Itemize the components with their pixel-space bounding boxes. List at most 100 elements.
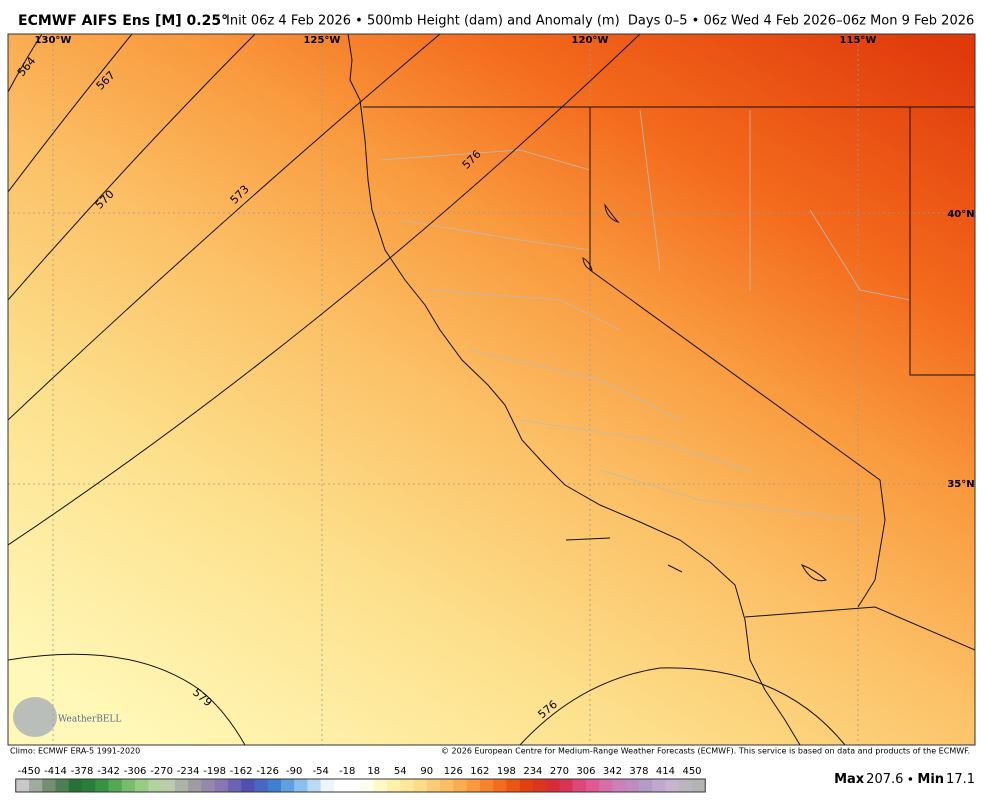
colorbar-label: 126 <box>444 766 463 777</box>
colorbar-swatch <box>294 779 308 792</box>
lat-label: 40°N <box>947 209 974 220</box>
colorbar-label: 18 <box>367 766 380 777</box>
min-value: 17.1 <box>946 772 975 787</box>
colorbar-label: -90 <box>286 766 302 777</box>
colorbar-swatch <box>493 779 507 792</box>
logo: WeatherBELL <box>13 697 121 737</box>
colorbar-swatch <box>307 779 322 792</box>
colorbar-label: -378 <box>71 766 94 777</box>
colorbar-label: 270 <box>550 766 569 777</box>
colorbar-label: -342 <box>97 766 120 777</box>
max-label: Max <box>834 772 865 787</box>
colorbar-label: -198 <box>203 766 226 777</box>
colorbar-swatch <box>506 779 520 792</box>
colorbar-swatch <box>148 779 162 792</box>
colorbar-swatch <box>254 779 268 792</box>
state-border <box>363 106 975 651</box>
colorbar-swatch <box>201 779 215 792</box>
colorbar-swatch <box>665 779 680 792</box>
colorbar-swatch <box>121 779 136 792</box>
colorbar-swatch <box>625 779 640 792</box>
colorbar-swatch <box>320 779 335 792</box>
colorbar-label: 54 <box>394 766 407 777</box>
copyright: © 2026 European Centre for Medium-Range … <box>441 747 970 756</box>
colorbar-swatch <box>188 779 202 792</box>
min-label: Min <box>917 772 944 787</box>
colorbar-swatch <box>585 779 600 792</box>
colorbar-label: -126 <box>256 766 279 777</box>
colorbar-swatch <box>519 779 534 792</box>
coastline <box>347 34 801 745</box>
max-value: 207.6 <box>866 772 903 787</box>
colorbar-swatch <box>440 779 454 792</box>
colorbar-swatch <box>559 779 573 792</box>
graticule-labels: 130°W 125°W 120°W 115°W 40°N 35°N <box>35 35 975 490</box>
colorbar-swatch <box>360 779 375 792</box>
colorbar-swatch <box>267 779 282 792</box>
graticule <box>8 34 975 745</box>
colorbar-swatch <box>387 779 401 792</box>
colorbar-swatch <box>599 779 613 792</box>
colorbar-swatch <box>347 779 361 792</box>
colorbar-swatch <box>426 779 441 792</box>
colorbar-swatch <box>652 779 666 792</box>
lon-label: 125°W <box>304 35 341 46</box>
colorbar-swatch <box>68 779 83 792</box>
colorbar-swatch <box>214 779 229 792</box>
colorbar-label: 378 <box>629 766 648 777</box>
colorbar-swatch <box>546 779 560 792</box>
colorbar-swatch <box>612 779 626 792</box>
colorbar-label: 198 <box>497 766 516 777</box>
lakes <box>565 203 828 582</box>
colorbar-label: -54 <box>313 766 329 777</box>
map-frame <box>7 33 976 746</box>
colorbar-label: 90 <box>420 766 433 777</box>
colorbar-swatch <box>174 779 189 792</box>
colorbar-label: 342 <box>603 766 622 777</box>
colorbar-swatch <box>678 779 693 792</box>
colorbar-swatch <box>29 779 43 792</box>
colorbar-label: 234 <box>523 766 542 777</box>
colorbar-swatch <box>692 779 706 792</box>
colorbar-swatch <box>400 779 414 792</box>
height-contours <box>8 34 846 745</box>
colorbar-swatch <box>161 779 176 792</box>
lon-label: 130°W <box>35 35 72 46</box>
colorbar-label: -234 <box>177 766 200 777</box>
colorbar-swatch <box>42 779 56 792</box>
colorbar-swatch <box>532 779 547 792</box>
colorbar-swatch <box>280 779 295 792</box>
colorbar-swatch <box>241 779 255 792</box>
colorbar-label: 162 <box>470 766 489 777</box>
colorbar-swatch <box>108 779 123 792</box>
colorbar: -450 -414 -378 -342 -306 -270 -234 -198 -162 -126… <box>15 766 706 793</box>
stats: Max207.6 Min17.1 <box>834 772 975 787</box>
title: ECMWF AIFS Ens [M] 0.25° <box>18 13 228 29</box>
colorbar-swatch <box>413 779 428 792</box>
colorbar-swatch <box>135 779 149 792</box>
colorbar-label: 414 <box>656 766 675 777</box>
subtitle: Init 06z 4 Feb 2026 • 500mb Height (dam)… <box>226 14 974 29</box>
logo-text: WeatherBELL <box>58 715 121 725</box>
lat-label: 35°N <box>947 479 974 490</box>
colorbar-swatch <box>333 779 348 792</box>
colorbar-label: -414 <box>44 766 67 777</box>
colorbar-label: -306 <box>124 766 147 777</box>
colorbar-label: -162 <box>230 766 253 777</box>
colorbar-swatch <box>55 779 70 792</box>
colorbar-label: -450 <box>18 766 41 777</box>
county-lines <box>379 109 911 521</box>
colorbar-swatch <box>95 779 109 792</box>
colorbar-swatch <box>572 779 587 792</box>
colorbar-swatch <box>479 779 494 792</box>
colorbar-swatch <box>15 779 30 792</box>
lon-label: 120°W <box>572 35 609 46</box>
colorbar-frame <box>15 778 706 793</box>
colorbar-swatch <box>638 779 653 792</box>
climo-note: Climo: ECMWF ERA-5 1991-2020 <box>10 747 140 756</box>
lon-label: 115°W <box>840 35 877 46</box>
colorbar-label: -270 <box>150 766 173 777</box>
stats-separator <box>908 777 913 781</box>
